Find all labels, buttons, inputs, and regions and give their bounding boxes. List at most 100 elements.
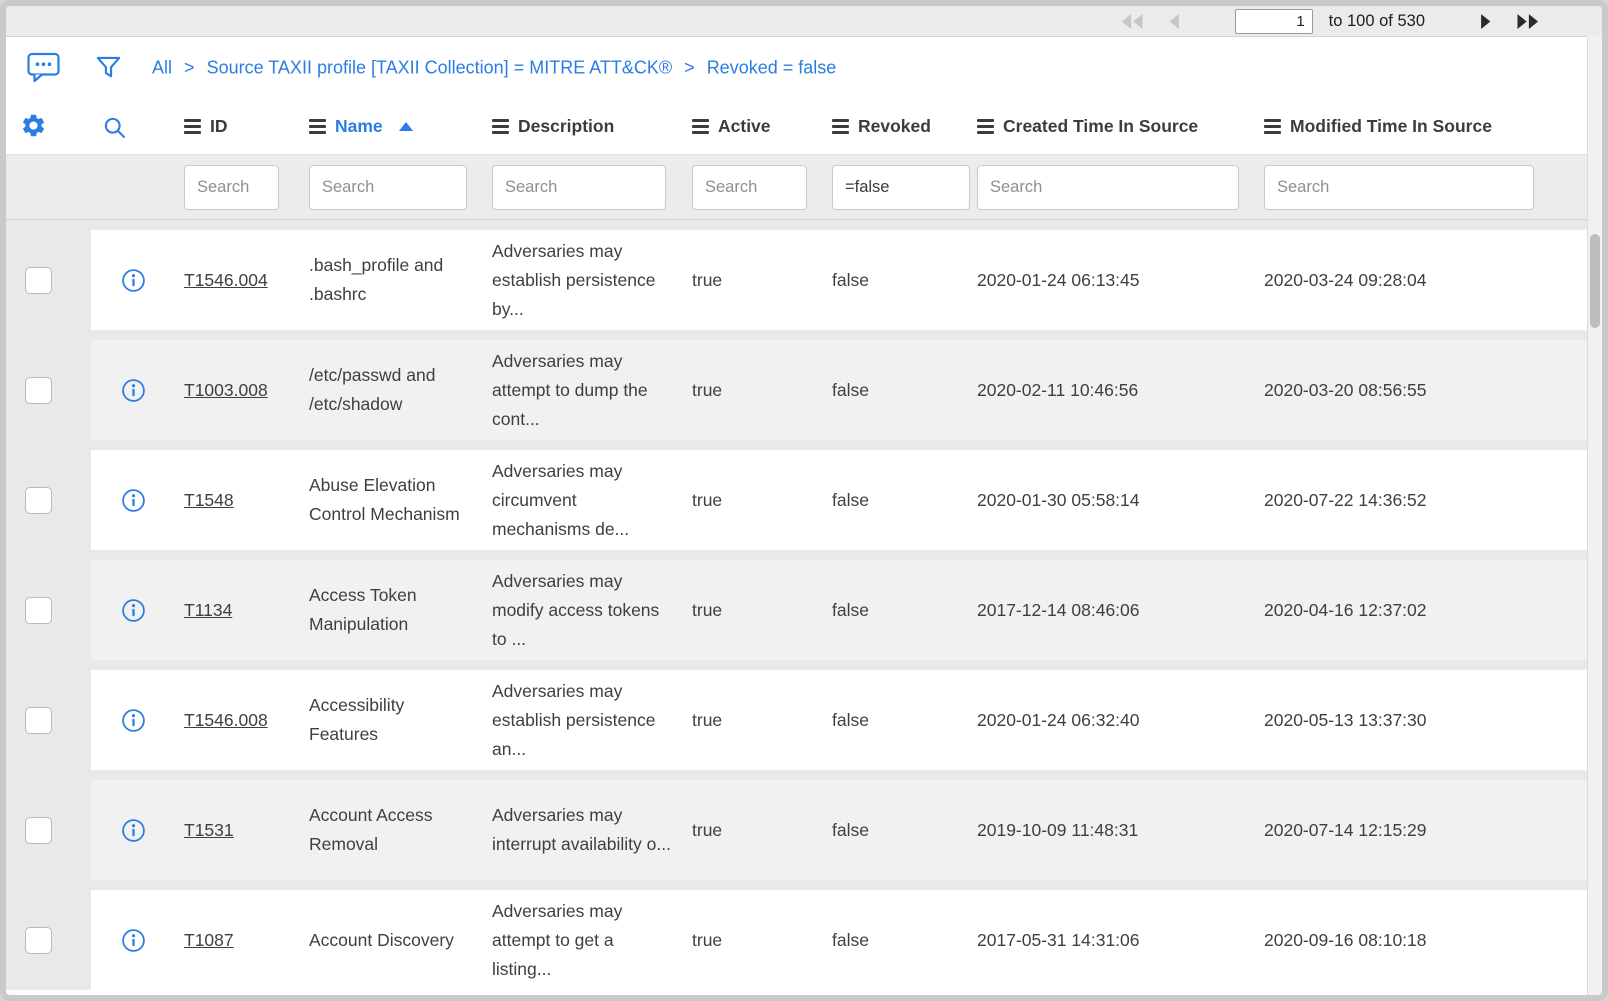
active-search-input[interactable]	[692, 164, 807, 210]
info-icon[interactable]	[121, 378, 146, 403]
id-cell: T1531	[176, 810, 301, 851]
info-cell	[91, 598, 176, 623]
created-cell: 2019-10-09 11:48:31	[977, 819, 1139, 840]
row-checkbox[interactable]	[25, 486, 52, 514]
description-cell: Adversaries may modify access tokens to …	[492, 570, 660, 649]
revoked-search-input[interactable]	[832, 164, 970, 210]
column-header-description[interactable]: Description	[484, 116, 684, 137]
vertical-scrollbar[interactable]	[1587, 36, 1602, 995]
info-icon[interactable]	[121, 598, 146, 623]
speech-bubble-dots-icon	[27, 52, 60, 83]
first-page-button[interactable]	[1116, 11, 1148, 32]
column-menu-icon[interactable]	[492, 119, 509, 134]
filter-breadcrumb-row: All > Source TAXII profile [TAXII Collec…	[6, 37, 1602, 99]
row-id-link[interactable]: T1546.008	[184, 709, 268, 730]
pagination-range-label: to 100 of 530	[1328, 11, 1425, 30]
id-cell: T1003.008	[176, 370, 301, 411]
column-header-name[interactable]: Name	[301, 116, 484, 137]
row-checkbox[interactable]	[25, 596, 52, 624]
breadcrumb-link-revoked[interactable]: Revoked = false	[706, 57, 837, 78]
column-header-id[interactable]: ID	[176, 116, 301, 137]
column-menu-icon[interactable]	[832, 119, 849, 134]
chevron-right-icon	[1481, 13, 1491, 29]
row-id-link[interactable]: T1087	[184, 929, 234, 950]
active-cell: true	[692, 599, 723, 620]
name-search-input[interactable]	[309, 164, 467, 210]
column-label: Description	[518, 116, 615, 136]
description-search-input[interactable]	[492, 164, 666, 210]
column-menu-icon[interactable]	[309, 119, 326, 134]
column-menu-icon[interactable]	[692, 119, 709, 134]
row-id-link[interactable]: T1548	[184, 489, 234, 510]
name-cell: Abuse Elevation Control Mechanism	[309, 475, 460, 524]
modified-cell: 2020-09-16 08:10:18	[1264, 929, 1427, 950]
column-search-row	[6, 154, 1602, 220]
column-label: Revoked	[858, 116, 931, 136]
created-search-input[interactable]	[977, 164, 1239, 210]
id-cell: T1546.008	[176, 700, 301, 741]
row-id-link[interactable]: T1003.008	[184, 379, 268, 400]
info-icon[interactable]	[121, 488, 146, 513]
name-cell: .bash_profile and .bashrc	[309, 255, 444, 304]
active-cell: true	[692, 929, 723, 950]
id-search-input[interactable]	[184, 164, 279, 210]
modified-cell: 2020-03-20 08:56:55	[1264, 379, 1427, 400]
checkbox-cell	[6, 670, 91, 770]
search-toggle-button[interactable]	[102, 115, 127, 140]
page-number-input[interactable]	[1234, 8, 1313, 34]
previous-page-button[interactable]	[1164, 11, 1185, 32]
info-icon[interactable]	[121, 818, 146, 843]
name-cell: Accessibility Features	[309, 695, 405, 744]
row-checkbox[interactable]	[25, 706, 52, 734]
modified-search-input[interactable]	[1264, 164, 1534, 210]
breadcrumb-link-all[interactable]: All	[152, 57, 173, 78]
info-cell	[91, 818, 176, 843]
row-id-link[interactable]: T1531	[184, 819, 234, 840]
table-row: T1134 Access Token Manipulation Adversar…	[6, 560, 1602, 660]
revoked-cell: false	[832, 819, 869, 840]
column-header-created[interactable]: Created Time In Source	[969, 116, 1256, 137]
scrollbar-thumb[interactable]	[1590, 234, 1600, 328]
column-menu-icon[interactable]	[977, 119, 994, 134]
column-header-modified[interactable]: Modified Time In Source	[1256, 116, 1602, 137]
column-header-revoked[interactable]: Revoked	[824, 116, 969, 137]
column-label: Name	[335, 116, 383, 136]
row-checkbox[interactable]	[25, 376, 52, 404]
row-id-link[interactable]: T1134	[184, 599, 233, 620]
row-checkbox[interactable]	[25, 926, 52, 954]
id-cell: T1548	[176, 480, 301, 521]
modified-cell: 2020-07-22 14:36:52	[1264, 489, 1427, 510]
last-page-button[interactable]	[1512, 11, 1544, 32]
settings-button[interactable]	[20, 112, 47, 139]
name-cell: Account Discovery	[309, 929, 454, 950]
description-cell: Adversaries may attempt to dump the cont…	[492, 350, 648, 429]
revoked-cell: false	[832, 599, 869, 620]
row-id-link[interactable]: T1546.004	[184, 269, 268, 290]
column-menu-icon[interactable]	[184, 119, 201, 134]
next-page-button[interactable]	[1475, 11, 1496, 32]
column-menu-icon[interactable]	[1264, 119, 1281, 134]
name-cell: /etc/passwd and /etc/shadow	[309, 365, 436, 414]
table-row: T1087 Account Discovery Adversaries may …	[6, 890, 1602, 990]
checkbox-cell	[6, 890, 91, 990]
table-row: T1546.008 Accessibility Features Adversa…	[6, 670, 1602, 770]
info-cell	[91, 708, 176, 733]
id-cell: T1546.004	[176, 260, 301, 301]
info-cell	[91, 378, 176, 403]
checkbox-cell	[6, 340, 91, 440]
breadcrumb: All > Source TAXII profile [TAXII Collec…	[152, 58, 843, 79]
breadcrumb-link-source[interactable]: Source TAXII profile [TAXII Collection] …	[206, 57, 673, 78]
info-icon[interactable]	[121, 928, 146, 953]
row-checkbox[interactable]	[25, 816, 52, 844]
column-label: Active	[718, 116, 771, 136]
row-checkbox[interactable]	[25, 266, 52, 294]
active-cell: true	[692, 379, 723, 400]
filter-button[interactable]	[95, 54, 122, 81]
modified-cell: 2020-04-16 12:37:02	[1264, 599, 1427, 620]
description-cell: Adversaries may interrupt availability o…	[492, 805, 671, 854]
info-icon[interactable]	[121, 708, 146, 733]
comments-button[interactable]	[27, 52, 60, 83]
column-header-active[interactable]: Active	[684, 116, 824, 137]
info-icon[interactable]	[121, 268, 146, 293]
